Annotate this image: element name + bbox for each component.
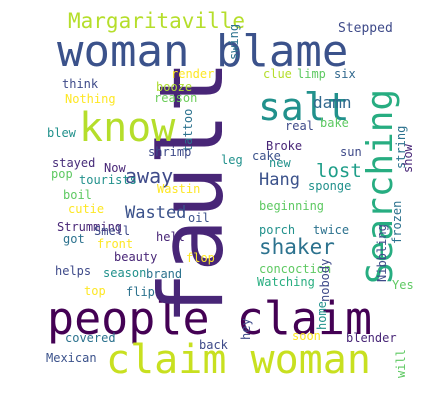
word-hey: hey [239, 318, 253, 340]
word-think: think [62, 77, 99, 91]
word-oil: oil [188, 211, 210, 225]
word-pop: pop [51, 167, 73, 181]
word-stayed: stayed [52, 156, 96, 170]
word-soon: soon [292, 329, 321, 343]
word-yes: Yes [392, 278, 414, 292]
word-clue: clue [263, 67, 292, 81]
word-blender: blender [346, 331, 397, 345]
word-salt: salt [258, 85, 350, 129]
word-twice: twice [313, 223, 350, 237]
word-new: new [269, 156, 291, 170]
word-damn: damn [313, 93, 352, 112]
word-helps: helps [55, 264, 92, 278]
word-nothing: Nothing [65, 92, 116, 106]
word-show: show [401, 144, 415, 173]
word-flop: flop [186, 251, 215, 265]
word-shrimp: shrimp [148, 145, 192, 159]
word-tourists: tourists [79, 173, 137, 187]
word-mexican: Mexican [46, 351, 97, 365]
word-limp: limp [297, 67, 326, 81]
word-broke: Broke [266, 139, 303, 153]
word-six: six [334, 67, 356, 81]
word-stepped: Stepped [338, 21, 393, 36]
word-shaker: shaker [259, 235, 335, 259]
word-wasted: Wasted [125, 203, 187, 223]
word-swing: swing [227, 23, 241, 60]
word-hell: hell [156, 230, 185, 244]
word-beauty: beauty [114, 250, 158, 264]
word-boil: boil [63, 188, 92, 202]
word-blew: blew [47, 126, 76, 140]
word-covered: covered [65, 331, 116, 345]
word-bake: bake [320, 116, 349, 130]
word-nobody: nobody [318, 258, 332, 302]
word-booze: booze [156, 80, 193, 94]
word-strumming: Strumming [57, 220, 123, 234]
word-leg: leg [221, 153, 243, 167]
word-will: will [394, 349, 408, 378]
word-reason: reason [154, 91, 198, 105]
word-front: front [97, 237, 134, 251]
word-claim-woman: claim woman [106, 337, 371, 383]
word-wastin: Wastin [157, 182, 201, 196]
word-frozen: frozen [390, 200, 404, 244]
word-concoction: concoction [259, 262, 332, 276]
word-real: real [285, 119, 314, 133]
word-sponge: sponge [308, 179, 352, 193]
word-hang: Hang [259, 170, 300, 190]
word-margaritaville: Margaritaville [68, 9, 246, 33]
word-lost: lost [316, 160, 362, 182]
word-top: top [84, 284, 106, 298]
word-nibbling: Nibbling [375, 224, 389, 282]
word-home: home [315, 301, 329, 330]
word-know: know [79, 105, 176, 151]
word-people-claim: people claim [47, 292, 373, 345]
word-cutie: cutie [68, 202, 105, 216]
word-watching: Watching [257, 275, 315, 289]
word-got: got [63, 232, 85, 246]
word-woman-blame: woman blame [57, 26, 349, 77]
word-back: back [199, 338, 228, 352]
word-season: season [103, 266, 147, 280]
word-beginning: beginning [259, 199, 325, 213]
word-flip: flip [126, 285, 155, 299]
word-smell: Smell [94, 224, 131, 238]
word-sun: sun [340, 145, 362, 159]
word-cake: cake [252, 149, 281, 163]
word-render: render [171, 67, 215, 81]
word-away: away [125, 164, 174, 188]
word-brand: brand [146, 267, 183, 281]
word-porch: porch [259, 223, 296, 237]
word-now: Now [104, 161, 126, 175]
